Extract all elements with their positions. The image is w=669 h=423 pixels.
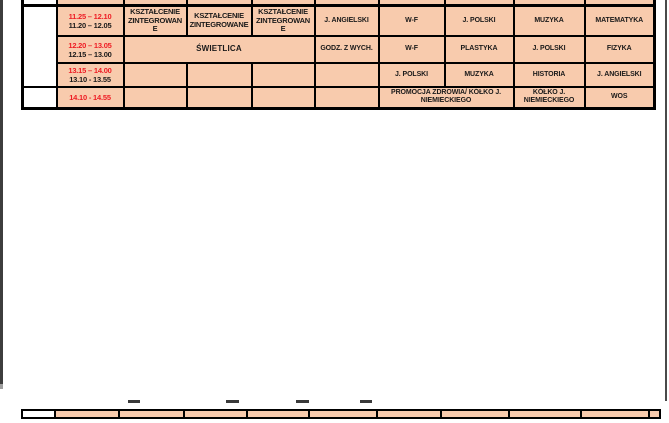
clipped-cell xyxy=(443,0,515,7)
time-cell: 11.25 – 12.10 11.20 – 12.05 xyxy=(55,4,125,37)
time-cell: 12.20 – 13.05 12.15 – 13.00 xyxy=(55,35,125,64)
clipped-cell xyxy=(122,0,188,7)
timetable-cell xyxy=(250,62,316,88)
timetable-cell: J. POLSKI xyxy=(512,35,586,64)
timetable-cell: J. POLSKI xyxy=(377,62,446,88)
time-upper: 11.25 – 12.10 xyxy=(68,11,112,21)
spacer-cell xyxy=(21,86,58,109)
cell-divider xyxy=(659,409,661,418)
time-cell: 13.15 – 14.00 13.10 - 13.55 xyxy=(55,62,125,88)
cell-divider xyxy=(308,409,310,418)
timetable-cell: FIZYKA xyxy=(583,35,656,64)
cell-divider xyxy=(648,409,650,418)
table-row: 13.15 – 14.00 13.10 - 13.55 J. POLSKI MU… xyxy=(23,62,656,88)
timetable-cell-merged: ŚWIETLICA xyxy=(122,35,316,64)
timetable-cell: PLASTYKA xyxy=(443,35,515,64)
timetable-cell-merged: PROMOCJA ZDROWIA/ KÓŁKO J. NIEMIECKIEGO xyxy=(377,86,515,109)
time-upper: 12.20 – 13.05 xyxy=(68,40,112,50)
clipped-table-bottom xyxy=(21,409,661,420)
timetable-cell: WOS xyxy=(583,86,656,109)
timetable-cell xyxy=(313,62,380,88)
clipped-cell xyxy=(185,0,253,7)
timetable-cell xyxy=(122,62,188,88)
time-upper: 14.10 - 14.55 xyxy=(69,92,111,102)
timetable-cell xyxy=(313,86,380,109)
timetable-cell xyxy=(250,86,316,109)
timetable-cell: W-F xyxy=(377,35,446,64)
cell-divider xyxy=(440,409,442,418)
timetable-cell: KSZTAŁCENIE ZINTEGROWANE xyxy=(122,4,188,37)
cell-divider xyxy=(246,409,248,418)
clipped-cell xyxy=(55,0,125,7)
timetable-cell: HISTORIA xyxy=(512,62,586,88)
clipped-table-border xyxy=(21,416,661,419)
table-row: 14.10 - 14.55 PROMOCJA ZDROWIA/ KÓŁKO J.… xyxy=(21,86,656,109)
clipped-table-border xyxy=(21,409,661,411)
timetable: 11.25 – 12.10 11.20 – 12.05 KSZTAŁCENIE … xyxy=(21,0,656,110)
page-edge-left xyxy=(0,0,3,384)
timetable-cell: MUZYKA xyxy=(512,4,586,37)
timetable-cell: W-F xyxy=(377,4,446,37)
time-lower: 11.20 – 12.05 xyxy=(68,20,112,30)
timetable-cell xyxy=(185,86,253,109)
clipped-cell xyxy=(377,0,446,7)
page-edge-left-stub xyxy=(0,384,3,389)
cell-divider xyxy=(54,409,56,418)
timetable-cell: MUZYKA xyxy=(443,62,515,88)
time-lower: 13.10 - 13.55 xyxy=(69,75,111,84)
time-lower: 12.15 – 13.00 xyxy=(68,49,112,59)
time-cell: 14.10 - 14.55 xyxy=(55,86,125,109)
timetable-cell xyxy=(122,86,188,109)
time-upper: 13.15 – 14.00 xyxy=(68,66,112,75)
timetable-cell: J. POLSKI xyxy=(443,4,515,37)
clipped-text-fragment xyxy=(128,400,140,403)
timetable-cell: J. ANGIELSKI xyxy=(583,62,656,88)
cell-divider xyxy=(183,409,185,418)
cell-divider xyxy=(508,409,510,418)
clipped-row-top xyxy=(21,0,656,7)
table-row: 12.20 – 13.05 12.15 – 13.00 ŚWIETLICA GO… xyxy=(23,35,656,64)
timetable-cell: KSZTAŁCENIE ZINTEGROWANE xyxy=(185,4,253,37)
clipped-text-fragment xyxy=(296,400,309,403)
spacer-cell xyxy=(21,4,58,88)
clipped-text-fragment xyxy=(360,400,372,403)
timetable-cell: KÓŁKO J. NIEMIECKIEGO xyxy=(512,86,586,109)
clipped-cell xyxy=(250,0,316,7)
timetable-cell: J. ANGIELSKI xyxy=(313,4,380,37)
page-edge-right xyxy=(665,0,667,401)
clipped-text-fragment xyxy=(226,400,239,403)
clipped-cell xyxy=(21,0,58,7)
table-row: 11.25 – 12.10 11.20 – 12.05 KSZTAŁCENIE … xyxy=(21,4,656,88)
cell-divider xyxy=(21,409,23,418)
cell-divider xyxy=(118,409,120,418)
timetable-cell xyxy=(185,62,253,88)
clipped-spacer-cell xyxy=(21,410,54,417)
cell-divider xyxy=(376,409,378,418)
clipped-cell xyxy=(313,0,380,7)
clipped-cell xyxy=(583,0,656,7)
cell-divider xyxy=(580,409,582,418)
timetable-cell: MATEMATYKA xyxy=(583,4,656,37)
timetable-cell: KSZTAŁCENIE ZINTEGROWANE xyxy=(250,4,316,37)
timetable-cell: GODZ. Z WYCH. xyxy=(313,35,380,64)
clipped-table-cells xyxy=(21,409,661,418)
clipped-cell xyxy=(512,0,586,7)
